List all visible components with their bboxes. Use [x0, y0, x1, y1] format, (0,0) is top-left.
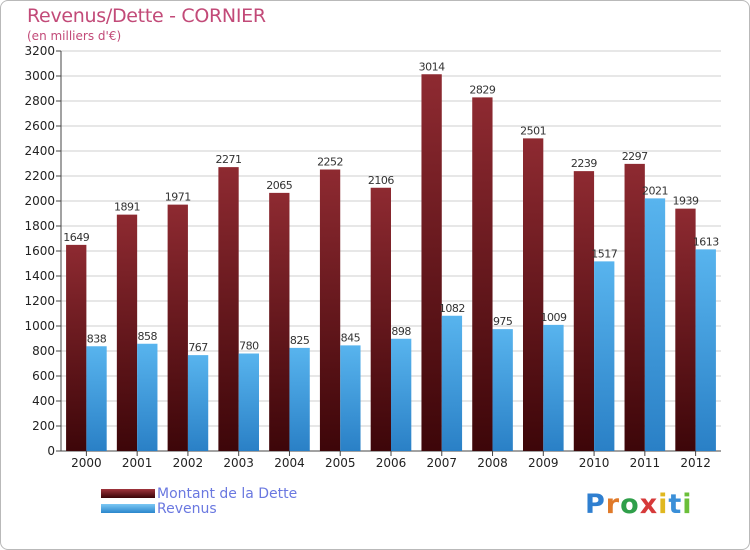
y-tick-label: 3000 — [24, 69, 55, 83]
x-tick-label: 2006 — [376, 456, 407, 470]
x-tick-label: 2009 — [528, 456, 559, 470]
bar-value-label: 2252 — [317, 156, 343, 169]
bar-revenus — [492, 329, 513, 451]
bar-dette — [218, 167, 239, 451]
bar-value-label: 858 — [138, 330, 158, 343]
bar-value-label: 1891 — [114, 201, 140, 214]
bar-dette — [66, 244, 87, 451]
y-tick-label: 800 — [32, 344, 55, 358]
bar-dette — [370, 187, 391, 451]
y-tick-label: 2000 — [24, 194, 55, 208]
legend-label-revenus: Revenus — [157, 501, 217, 517]
bar-revenus — [238, 353, 259, 451]
y-tick-label: 400 — [32, 394, 55, 408]
bar-revenus — [340, 345, 361, 451]
bar-revenus — [187, 355, 209, 451]
bar-revenus — [137, 343, 158, 451]
x-tick-label: 2012 — [680, 456, 711, 470]
y-tick-label: 2800 — [24, 94, 55, 108]
bar-revenus — [441, 315, 463, 451]
y-tick-label: 2200 — [24, 169, 55, 183]
bar-dette — [472, 97, 493, 451]
bar-dette — [675, 208, 696, 451]
bar-dette — [167, 204, 188, 451]
chart-subtitle: (en milliers d'€) — [27, 29, 122, 43]
bar-value-label: 898 — [391, 325, 411, 338]
bar-revenus — [644, 198, 666, 451]
bar-dette — [573, 171, 595, 451]
y-tick-label: 2600 — [24, 119, 55, 133]
bar-value-label: 2501 — [520, 124, 546, 137]
y-tick-label: 1600 — [24, 244, 55, 258]
y-tick-label: 1200 — [24, 294, 55, 308]
bar-value-label: 1082 — [439, 302, 465, 315]
proxiti-logo: Proxiti — [585, 489, 693, 520]
legend-swatch-dette — [101, 489, 155, 498]
logo-letter: o — [620, 489, 640, 520]
bar-revenus — [594, 261, 615, 451]
bar-value-label: 1009 — [540, 311, 566, 324]
y-tick-label: 200 — [32, 419, 55, 433]
bar-value-label: 3014 — [419, 60, 445, 73]
y-tick-label: 1800 — [24, 219, 55, 233]
legend-label-dette: Montant de la Dette — [157, 486, 298, 502]
bar-dette — [116, 214, 138, 451]
bar-dette — [523, 138, 544, 451]
bar-value-label: 1939 — [672, 195, 698, 208]
bar-value-label: 1649 — [63, 231, 89, 244]
bar-value-label: 2297 — [622, 150, 648, 163]
bar-value-label: 2021 — [642, 184, 668, 197]
x-tick-label: 2010 — [579, 456, 610, 470]
bar-value-label: 767 — [188, 341, 208, 354]
bar-value-label: 1517 — [591, 247, 617, 260]
x-tick-label: 2003 — [223, 456, 254, 470]
bar-revenus — [695, 249, 716, 451]
bar-revenus — [289, 347, 310, 451]
logo-letter: x — [639, 489, 659, 520]
bar-value-label: 2829 — [469, 83, 495, 96]
y-tick-label: 3200 — [24, 44, 55, 58]
x-tick-label: 2005 — [325, 456, 356, 470]
logo-letter: i — [658, 489, 669, 520]
logo-letter: t — [668, 489, 683, 520]
bar-value-label: 975 — [493, 315, 513, 328]
bar-value-label: 2271 — [216, 153, 242, 166]
y-tick-label: 1000 — [24, 319, 55, 333]
x-tick-label: 2011 — [630, 456, 661, 470]
y-tick-label: 1400 — [24, 269, 55, 283]
bar-value-label: 2106 — [368, 174, 394, 187]
bar-dette — [421, 74, 442, 451]
bar-value-label: 1971 — [165, 191, 191, 204]
bar-value-label: 838 — [87, 332, 107, 345]
logo-letter: P — [585, 489, 606, 520]
x-tick-label: 2001 — [122, 456, 153, 470]
bar-value-label: 1613 — [693, 235, 719, 248]
bar-revenus — [86, 346, 107, 451]
bar-revenus — [391, 338, 412, 451]
x-tick-label: 2008 — [477, 456, 508, 470]
legend-swatch-revenus — [101, 504, 155, 513]
logo-letter: i — [682, 489, 693, 520]
x-tick-label: 2000 — [71, 456, 102, 470]
bar-value-label: 2239 — [571, 157, 597, 170]
bar-revenus — [543, 324, 564, 451]
x-tick-label: 2004 — [274, 456, 305, 470]
x-tick-label: 2007 — [426, 456, 457, 470]
bar-dette — [319, 169, 341, 451]
chart-title: Revenus/Dette - CORNIER — [27, 5, 266, 27]
bar-value-label: 780 — [239, 340, 259, 353]
x-tick-label: 2002 — [173, 456, 204, 470]
bar-value-label: 825 — [290, 334, 310, 347]
bar-dette — [269, 192, 290, 451]
bar-value-label: 2065 — [266, 179, 292, 192]
y-tick-label: 0 — [47, 444, 55, 458]
logo-letter: r — [605, 489, 621, 520]
y-tick-label: 600 — [32, 369, 55, 383]
bar-dette — [624, 163, 645, 451]
bar-value-label: 845 — [341, 331, 361, 344]
y-tick-label: 2400 — [24, 144, 55, 158]
